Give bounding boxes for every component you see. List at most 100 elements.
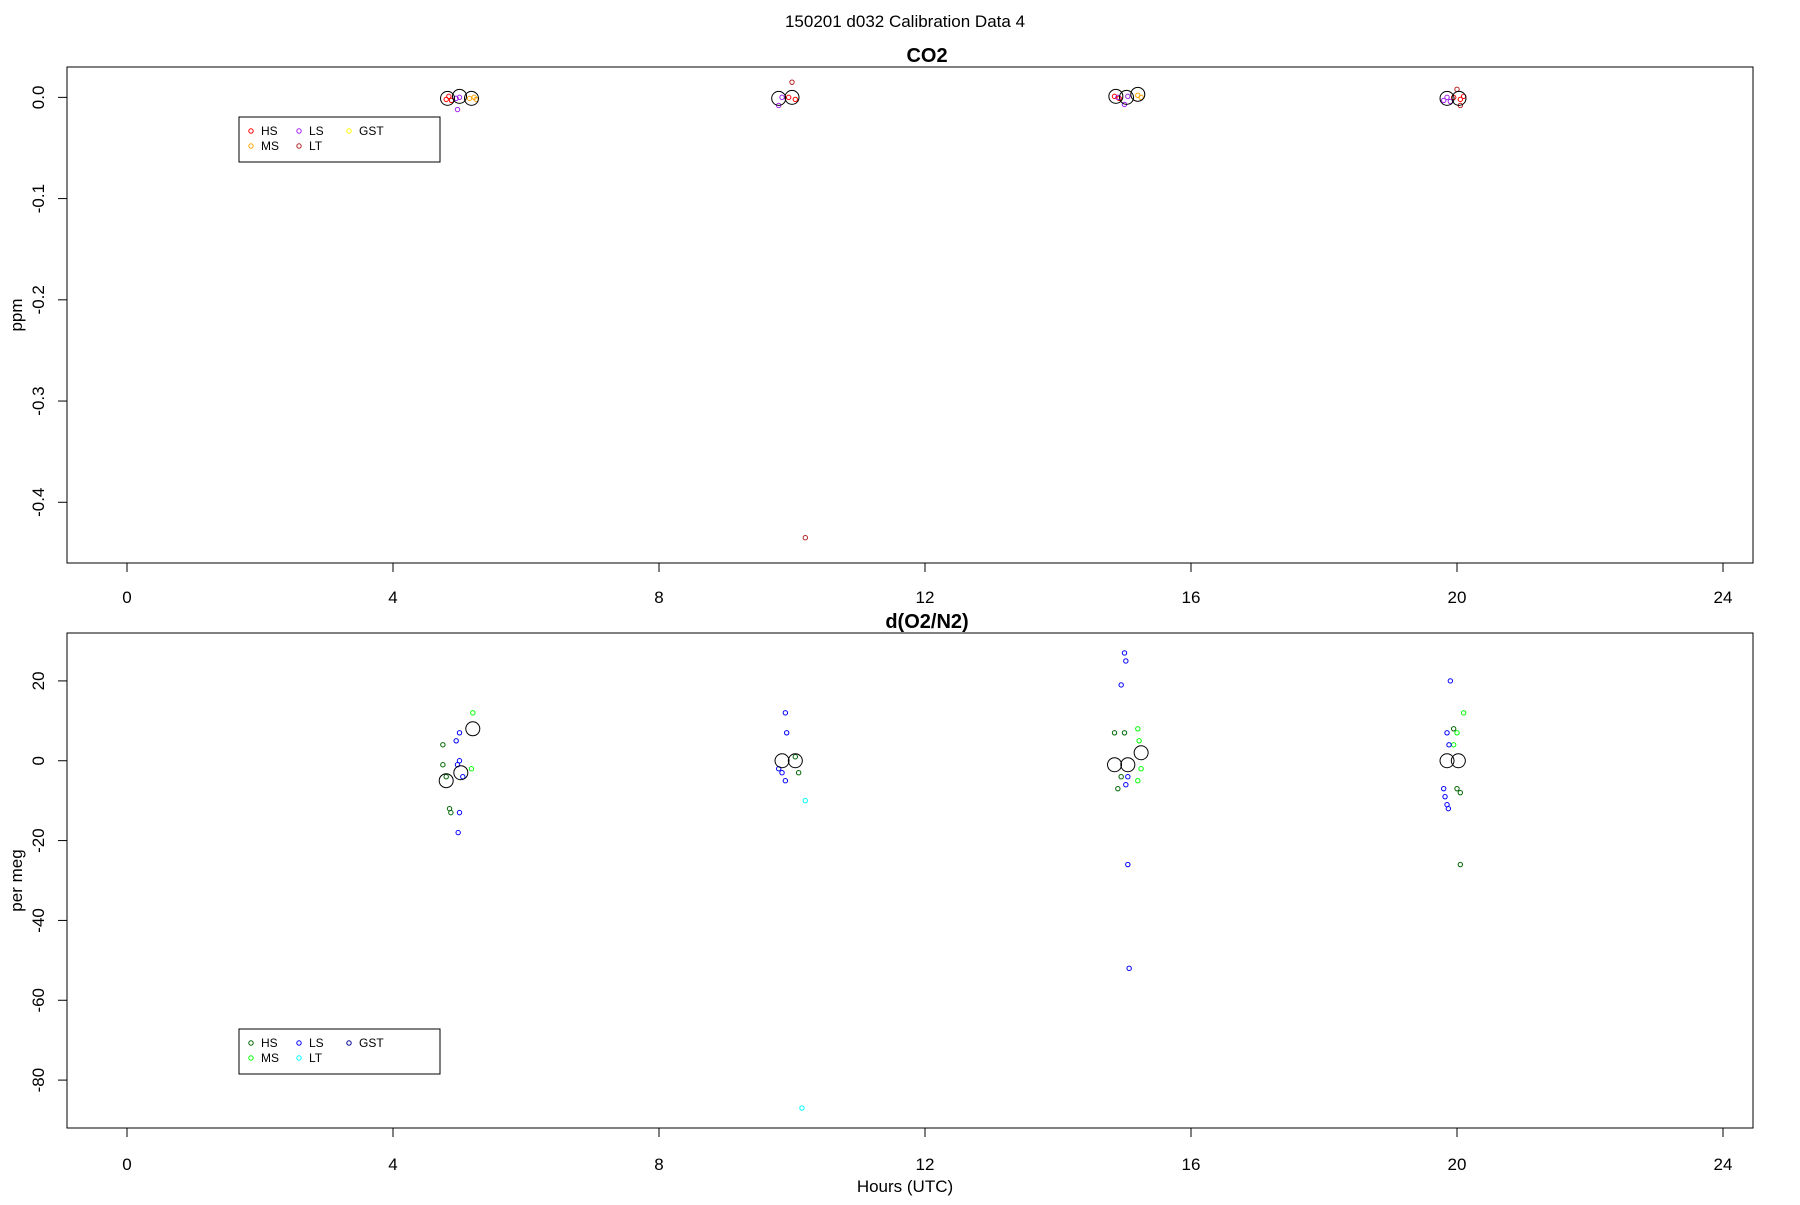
panel-title: CO2	[906, 45, 947, 67]
legend-marker	[346, 1040, 352, 1046]
y-tick-label: -0.2	[29, 285, 48, 314]
series-hs	[440, 726, 1464, 868]
x-tick-label: 20	[1448, 1155, 1467, 1174]
data-point	[1121, 730, 1128, 736]
mean-point	[1439, 753, 1455, 769]
data-point	[782, 778, 789, 784]
legend-label: GST	[359, 1036, 384, 1050]
x-tick-label: 24	[1714, 588, 1733, 607]
y-tick-label: -20	[29, 828, 48, 853]
series-ms	[468, 710, 1467, 784]
data-point	[460, 774, 466, 780]
data-point	[783, 730, 790, 736]
data-point	[1441, 785, 1447, 792]
x-tick-label: 0	[122, 588, 131, 607]
series-ms	[466, 92, 1144, 103]
data-point	[1126, 965, 1132, 972]
data-point	[1444, 730, 1450, 736]
data-point	[446, 93, 452, 100]
legend-marker	[296, 1040, 302, 1046]
y-tick-label: -60	[29, 988, 48, 1013]
x-tick-label: 16	[1182, 1155, 1201, 1174]
y-tick-label: -0.4	[29, 488, 48, 517]
legend-label: LS	[309, 1036, 324, 1050]
data-point	[456, 94, 463, 101]
data-point	[1460, 710, 1467, 716]
mean-point	[784, 89, 800, 105]
data-point	[1457, 861, 1464, 868]
data-point	[792, 754, 799, 760]
data-point	[1115, 785, 1121, 792]
legend-marker	[346, 128, 352, 134]
legend-label: LT	[309, 1051, 323, 1065]
mean-point	[440, 90, 456, 106]
data-point	[1450, 726, 1457, 732]
x-tick-label: 12	[916, 1155, 935, 1174]
data-point	[789, 79, 795, 85]
data-point	[453, 738, 459, 744]
data-point	[779, 770, 785, 776]
data-point	[1123, 658, 1129, 664]
x-tick-label: 12	[916, 588, 935, 607]
x-tick-label: 8	[654, 588, 663, 607]
mean-point	[787, 753, 803, 769]
mean-point	[452, 88, 467, 104]
data-point	[1135, 778, 1141, 784]
data-point	[782, 710, 789, 716]
data-point	[785, 94, 792, 101]
x-tick-label: 20	[1448, 588, 1467, 607]
legend-label: HS	[261, 124, 278, 138]
series-ls	[453, 93, 1454, 113]
data-point	[1446, 742, 1452, 748]
data-point	[456, 809, 463, 816]
legend-label: LS	[309, 124, 324, 138]
x-tick-label: 8	[654, 1155, 663, 1174]
x-tick-label: 4	[388, 588, 397, 607]
data-point	[1118, 774, 1124, 780]
legend-marker	[296, 128, 302, 134]
legend-marker	[248, 143, 254, 149]
mean-point	[438, 773, 454, 789]
y-tick-label: -40	[29, 908, 48, 933]
mean-point	[1107, 757, 1123, 773]
data-point	[1457, 96, 1464, 103]
data-point	[1125, 93, 1131, 100]
data-point	[1121, 650, 1128, 656]
data-point	[1138, 766, 1144, 772]
data-point	[440, 762, 446, 768]
legend-marker	[248, 1040, 254, 1046]
mean-point	[1451, 90, 1467, 106]
data-point	[443, 774, 449, 780]
data-point	[440, 742, 446, 748]
x-tick-label: 4	[388, 1155, 397, 1174]
data-point	[1115, 94, 1121, 101]
x-axis-title: Hours (UTC)	[857, 1177, 953, 1196]
data-point	[1454, 730, 1460, 736]
x-tick-label: 24	[1714, 1155, 1733, 1174]
legend-label: MS	[261, 1051, 279, 1065]
y-tick-label: -80	[29, 1068, 48, 1093]
data-point	[779, 94, 785, 101]
series-means	[438, 721, 1466, 789]
data-point	[802, 797, 808, 804]
data-point	[1111, 730, 1118, 736]
panel-title: d(O2/N2)	[885, 611, 968, 633]
data-point	[1445, 805, 1452, 812]
y-tick-label: 20	[29, 671, 48, 690]
data-point	[1444, 94, 1450, 101]
mean-point	[1439, 90, 1455, 106]
legend-marker	[296, 1055, 302, 1061]
chart-panel-1: CO2 0 4 8 12 16 20 24 0.0 -0.1 -0.2 -0.3 -0.4 ppm HSMS…	[7, 45, 1754, 607]
mean-point	[1120, 757, 1136, 773]
y-tick-label: 0	[29, 756, 48, 765]
data-point	[1454, 86, 1460, 92]
data-point	[1457, 789, 1464, 796]
y-axis-title: ppm	[7, 298, 26, 331]
mean-point	[453, 765, 469, 781]
legend-label: LT	[309, 139, 323, 153]
series-means	[440, 86, 1467, 106]
y-tick-label: 0.0	[29, 86, 48, 110]
